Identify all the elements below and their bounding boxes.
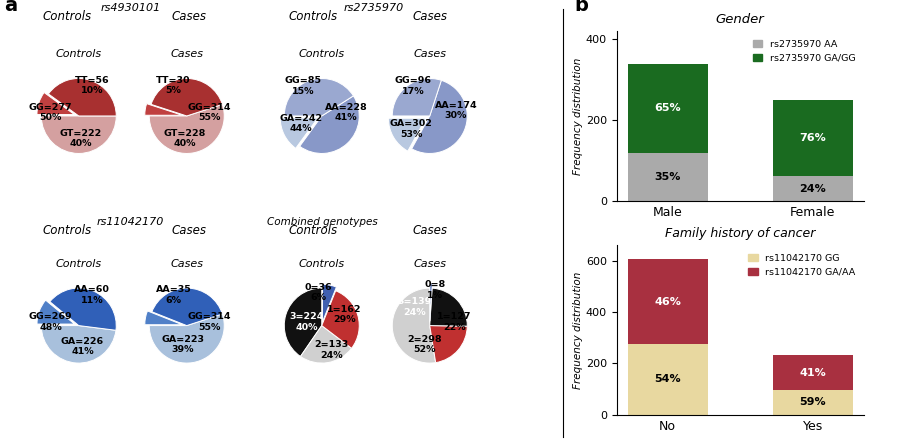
Wedge shape — [145, 103, 183, 115]
Text: 46%: 46% — [654, 297, 681, 306]
Text: 0=8
1%: 0=8 1% — [425, 280, 446, 300]
Bar — [773, 355, 853, 390]
Text: Cases: Cases — [413, 10, 447, 23]
Text: AA=35
6%: AA=35 6% — [156, 285, 192, 305]
Bar — [628, 344, 707, 415]
Bar — [628, 153, 707, 201]
Text: GG=277
50%: GG=277 50% — [29, 103, 72, 122]
Text: GA=223
39%: GA=223 39% — [161, 334, 204, 354]
Text: TT=30
5%: TT=30 5% — [157, 75, 191, 95]
Title: Gender: Gender — [716, 13, 765, 26]
Text: 0=36
6%: 0=36 6% — [304, 283, 332, 302]
Title: Controls: Controls — [56, 49, 102, 59]
Text: 65%: 65% — [654, 103, 681, 113]
Y-axis label: Frequency distribution: Frequency distribution — [573, 271, 583, 389]
Wedge shape — [151, 78, 222, 116]
Text: GA=242
44%: GA=242 44% — [280, 114, 323, 133]
Text: GG=96
17%: GG=96 17% — [394, 76, 431, 95]
Title: Cases: Cases — [170, 259, 203, 268]
Wedge shape — [322, 285, 337, 322]
Y-axis label: Frequency distribution: Frequency distribution — [573, 57, 583, 175]
Text: 1=162
29%: 1=162 29% — [327, 305, 362, 324]
Text: 3=139
24%: 3=139 24% — [398, 297, 432, 317]
Wedge shape — [152, 288, 222, 326]
Title: Cases: Cases — [413, 49, 446, 59]
Title: Controls: Controls — [299, 49, 345, 59]
Text: GG=314
55%: GG=314 55% — [187, 103, 231, 122]
Wedge shape — [37, 92, 75, 115]
Text: GA=226
41%: GA=226 41% — [61, 336, 104, 356]
Bar — [628, 259, 707, 344]
Text: 76%: 76% — [799, 133, 826, 143]
Text: Cases: Cases — [413, 224, 447, 237]
Title: Family history of cancer: Family history of cancer — [665, 227, 815, 240]
Text: GG=314
55%: GG=314 55% — [187, 312, 231, 331]
Text: TT=56
10%: TT=56 10% — [75, 75, 109, 95]
Text: Controls: Controls — [289, 224, 338, 237]
Text: GG=85
15%: GG=85 15% — [284, 76, 321, 95]
Text: 24%: 24% — [799, 184, 826, 194]
Text: Controls: Controls — [289, 10, 338, 23]
Text: 3=224
40%: 3=224 40% — [290, 312, 324, 331]
Wedge shape — [37, 300, 75, 324]
Bar — [773, 390, 853, 415]
Text: GT=228
40%: GT=228 40% — [164, 129, 206, 148]
Text: 1=127
22%: 1=127 22% — [436, 312, 472, 331]
Text: Combined genotypes: Combined genotypes — [266, 217, 378, 227]
Text: rs4930101: rs4930101 — [101, 3, 160, 13]
Wedge shape — [149, 104, 224, 153]
Title: Cases: Cases — [170, 49, 203, 59]
Legend: rs11042170 GG, rs11042170 GA/AA: rs11042170 GG, rs11042170 GA/AA — [744, 250, 860, 280]
Wedge shape — [392, 288, 436, 363]
Text: Controls: Controls — [43, 224, 92, 237]
Text: AA=174
30%: AA=174 30% — [435, 101, 477, 120]
Wedge shape — [322, 291, 359, 348]
Text: 2=298
52%: 2=298 52% — [407, 334, 441, 354]
Text: rs11042170: rs11042170 — [97, 217, 164, 227]
Wedge shape — [411, 80, 467, 153]
Wedge shape — [149, 314, 224, 363]
Title: Controls: Controls — [299, 259, 345, 268]
Wedge shape — [280, 118, 318, 149]
Text: 59%: 59% — [799, 397, 826, 408]
Wedge shape — [430, 288, 467, 326]
Text: Controls: Controls — [43, 10, 92, 23]
Bar — [773, 177, 853, 201]
Wedge shape — [41, 116, 116, 153]
Wedge shape — [301, 326, 352, 363]
Wedge shape — [392, 78, 441, 116]
Title: Controls: Controls — [56, 259, 102, 268]
Text: 2=133
24%: 2=133 24% — [314, 340, 348, 359]
Bar — [773, 100, 853, 177]
Wedge shape — [284, 78, 354, 116]
Wedge shape — [389, 118, 426, 151]
Text: AA=228
41%: AA=228 41% — [325, 103, 367, 122]
Text: rs2735970: rs2735970 — [344, 3, 403, 13]
Wedge shape — [145, 311, 183, 325]
Text: Cases: Cases — [172, 224, 206, 237]
Text: 35%: 35% — [654, 172, 681, 182]
Text: Cases: Cases — [172, 10, 206, 23]
Wedge shape — [50, 288, 116, 330]
Wedge shape — [430, 284, 432, 321]
Title: Cases: Cases — [413, 259, 446, 268]
Wedge shape — [284, 288, 322, 356]
Text: GT=222
40%: GT=222 40% — [59, 129, 102, 148]
Text: 54%: 54% — [654, 374, 681, 384]
Text: 41%: 41% — [799, 368, 826, 378]
Text: GA=302
53%: GA=302 53% — [390, 120, 432, 139]
Wedge shape — [430, 326, 467, 363]
Text: a: a — [4, 0, 18, 15]
Wedge shape — [49, 78, 116, 116]
Bar — [628, 63, 707, 153]
Text: b: b — [574, 0, 588, 15]
Wedge shape — [41, 326, 116, 363]
Text: AA=60
11%: AA=60 11% — [74, 285, 110, 305]
Legend: rs2735970 AA, rs2735970 GA/GG: rs2735970 AA, rs2735970 GA/GG — [749, 36, 860, 66]
Wedge shape — [300, 96, 359, 153]
Text: GG=269
48%: GG=269 48% — [29, 312, 72, 331]
